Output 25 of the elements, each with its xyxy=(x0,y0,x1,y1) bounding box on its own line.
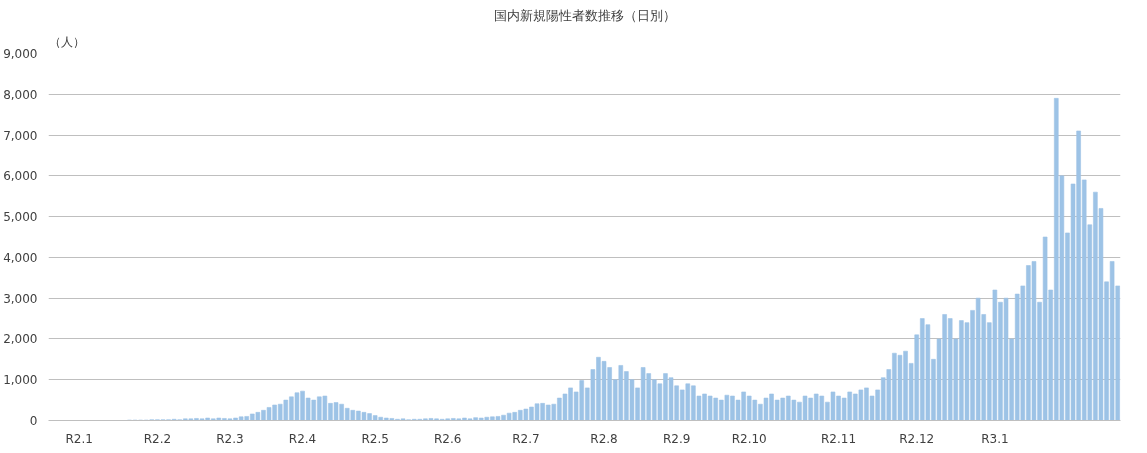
x-tick-label: R2.9 xyxy=(662,431,691,446)
x-tick-label: R2.8 xyxy=(590,431,618,446)
x-tick-label: R2.5 xyxy=(361,431,389,446)
y-tick-label: 2,000 xyxy=(3,332,38,347)
x-tick-label: R2.4 xyxy=(288,431,317,446)
x-tick-label: R2.6 xyxy=(434,431,462,446)
y-tick-label: 3,000 xyxy=(3,291,38,306)
x-tick-label: R2.11 xyxy=(821,431,857,446)
y-tick-label: 6,000 xyxy=(3,169,38,184)
y-tick-label: 4,000 xyxy=(3,250,38,265)
y-tick-label: 5,000 xyxy=(3,210,38,225)
y-axis-title: （人） xyxy=(48,34,85,49)
y-tick-label: 9,000 xyxy=(3,47,38,61)
x-tick-label: R2.3 xyxy=(216,431,244,446)
y-tick-label: 8,000 xyxy=(3,87,38,102)
x-tick-label: R2.12 xyxy=(899,431,935,446)
chart-title: 国内新規陽性者数推移（日別） xyxy=(493,7,676,23)
x-tick-label: R3.1 xyxy=(981,431,1009,446)
y-tick-label: 1,000 xyxy=(3,373,38,388)
x-tick-label: R2.7 xyxy=(512,431,540,446)
x-tick-label: R2.2 xyxy=(143,431,172,446)
x-tick-label: R2.1 xyxy=(65,431,93,446)
y-tick-label: 0 xyxy=(29,414,38,428)
x-tick-label: R2.10 xyxy=(731,431,767,446)
y-tick-label: 7,000 xyxy=(3,128,38,143)
